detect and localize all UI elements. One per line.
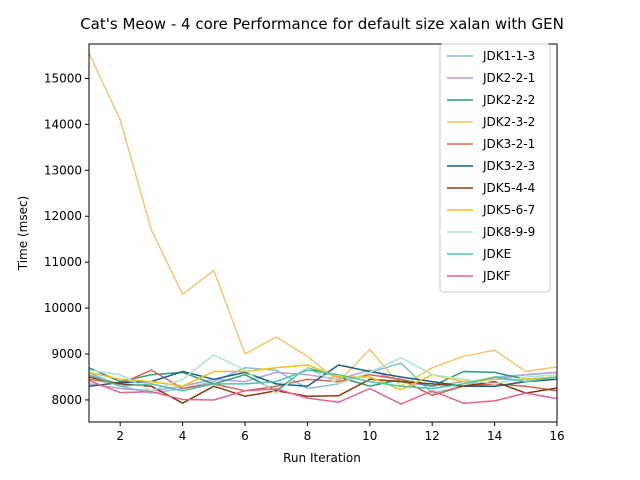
legend-box	[439, 43, 551, 293]
x-tick-label: 2	[116, 429, 124, 443]
series-line-jdk3-2-1	[88, 369, 558, 397]
series-line-jdkf	[88, 379, 558, 405]
series-line-jdke	[88, 369, 558, 392]
x-tick-label: 4	[179, 429, 187, 443]
series-line-jdk8-9-9	[88, 354, 558, 394]
y-axis-label: Time (msec)	[16, 196, 30, 271]
legend-label: JDK8-9-9	[482, 225, 535, 239]
series-line-jdk2-3-2	[88, 52, 558, 387]
legend-label: JDK3-2-3	[482, 159, 535, 173]
y-tick-label: 15000	[44, 71, 82, 85]
y-tick-label: 13000	[44, 163, 82, 177]
legend-label: JDK1-1-3	[482, 49, 535, 63]
x-tick-label: 12	[425, 429, 440, 443]
legend-label: JDK5-6-7	[482, 203, 535, 217]
y-tick-label: 10000	[44, 301, 82, 315]
legend-label: JDK2-3-2	[482, 115, 535, 129]
y-tick-label: 14000	[44, 117, 82, 131]
y-axis: 8000 9000 10000 11000 12000 13000 14000 15000	[44, 71, 89, 407]
legend-label: JDKF	[482, 269, 511, 283]
legend-label: JDK2-2-2	[482, 93, 535, 107]
x-tick-label: 6	[241, 429, 249, 443]
x-tick-label: 16	[549, 429, 564, 443]
legend-label: JDK2-2-1	[482, 71, 535, 85]
x-axis-label: Run Iteration	[283, 451, 361, 465]
chart-title: Cat's Meow - 4 core Performance for defa…	[80, 15, 564, 33]
x-tick-label: 14	[487, 429, 502, 443]
x-tick-label: 10	[362, 429, 377, 443]
legend-label: JDK5-4-4	[482, 181, 535, 195]
y-tick-label: 11000	[44, 255, 82, 269]
series-line-jdk5-4-4	[88, 376, 558, 404]
legend-label: JDKE	[482, 247, 511, 261]
x-axis: 2 4 6 8 10 12 14 16	[116, 422, 565, 443]
series-layer	[88, 52, 558, 405]
x-tick-label: 8	[304, 429, 312, 443]
y-tick-label: 12000	[44, 209, 82, 223]
plot-frame	[88, 43, 558, 423]
legend: JDK1-1-3 JDK2-2-1 JDK2-2-2 JDK2-3-2 JDK3-2-1…	[439, 43, 551, 293]
legend-label: JDK3-2-1	[482, 137, 535, 151]
y-tick-label: 8000	[51, 393, 82, 407]
y-tick-label: 9000	[51, 347, 82, 361]
